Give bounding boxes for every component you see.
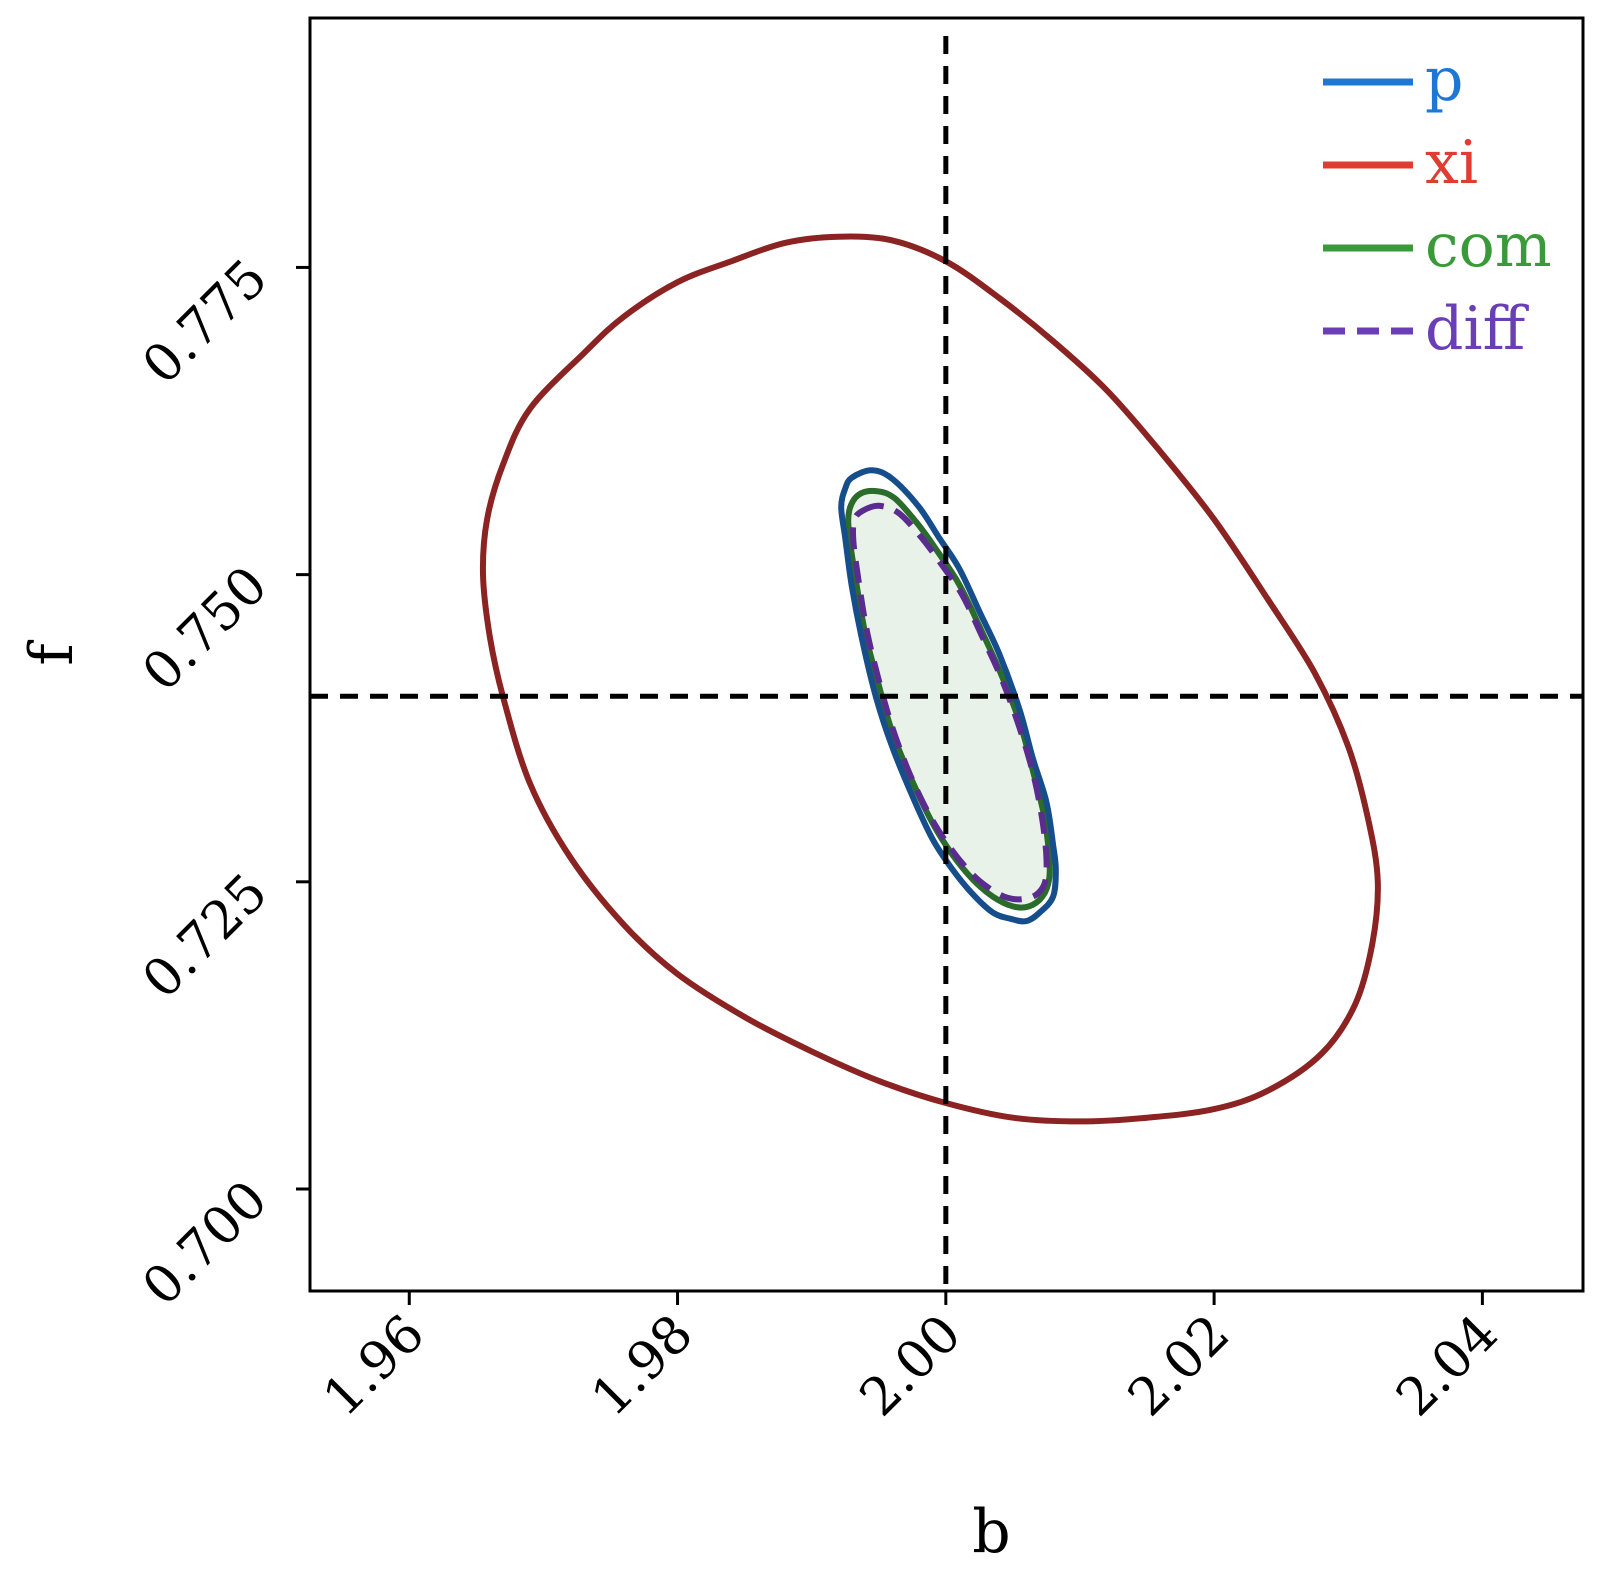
- contour-p: [838, 467, 1059, 925]
- contour-xi: [479, 233, 1381, 1125]
- contour-layer: [479, 233, 1381, 1125]
- y-tick-label: 0.725: [131, 863, 279, 1011]
- x-tick-label: 2.00: [849, 1304, 973, 1428]
- x-tick-label: 2.04: [1385, 1304, 1509, 1428]
- x-tick-label: 1.96: [312, 1304, 436, 1428]
- x-tick-label: 1.98: [580, 1304, 704, 1428]
- legend-label-xi: xi: [1425, 128, 1478, 198]
- y-axis-ticks: 0.700 0.725 0.750 0.775: [131, 248, 310, 1317]
- x-tick-label: 2.02: [1117, 1304, 1241, 1428]
- contour-com: [845, 487, 1053, 911]
- legend-label-diff: diff: [1425, 294, 1530, 364]
- legend: p xi com diff: [1323, 45, 1552, 364]
- contour-diff: [849, 502, 1050, 903]
- y-axis-label: f: [17, 640, 87, 666]
- x-axis-ticks: 1.96 1.98 2.00 2.02 2.04: [312, 1291, 1510, 1428]
- y-tick-label: 0.700: [131, 1170, 279, 1318]
- y-tick-label: 0.750: [131, 555, 279, 703]
- y-tick-label: 0.775: [131, 248, 279, 396]
- reference-lines: [310, 36, 1583, 1291]
- x-axis-label: b: [972, 1497, 1010, 1567]
- legend-label-com: com: [1425, 211, 1552, 281]
- legend-label-p: p: [1425, 45, 1463, 115]
